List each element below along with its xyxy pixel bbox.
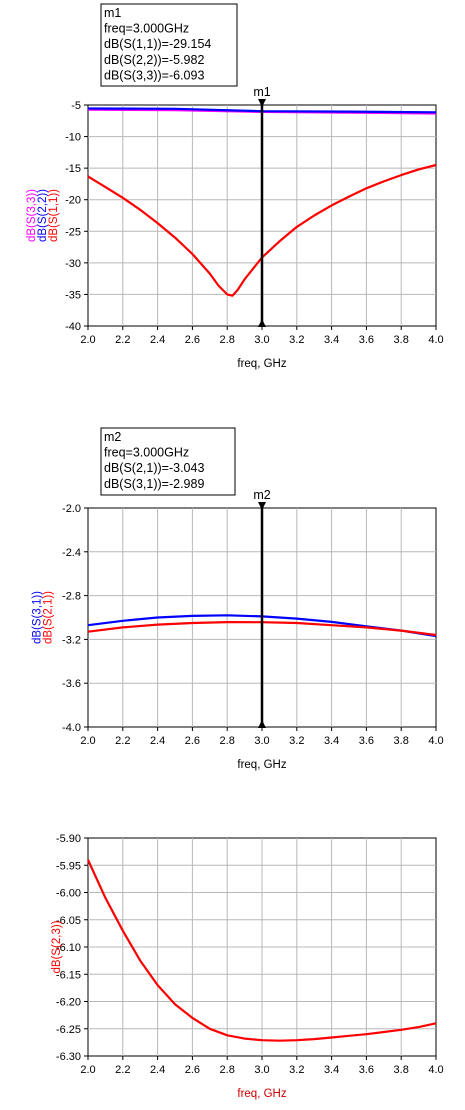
y-tick-label: -10: [65, 132, 81, 144]
y-tick-label: -15: [65, 163, 81, 175]
y-axis-label: dB(S(3,1)): [32, 591, 44, 644]
marker-readout-line: freq=3.000GHz: [104, 22, 189, 36]
marker-readout-line: m1: [104, 6, 121, 20]
x-axis-label: freq, GHz: [237, 759, 286, 771]
x-tick-label: 4.0: [428, 1064, 443, 1076]
y-tick-label: -5.95: [56, 860, 81, 872]
x-tick-label: 3.2: [289, 1064, 304, 1076]
x-tick-label: 3.0: [254, 735, 269, 747]
y-tick-label: -6.05: [56, 915, 81, 927]
marker-readout-line: m2: [104, 430, 121, 444]
y-tick-label: -6.25: [56, 1024, 81, 1036]
marker-readout-line: freq=3.000GHz: [104, 446, 189, 460]
series-line-1: [86, 859, 437, 1042]
y-tick-label: -2.0: [62, 503, 81, 515]
y-axis-label: dB(S(1,1)): [48, 189, 60, 242]
y-tick-label: -6.00: [56, 888, 81, 900]
x-tick-label: 3.8: [394, 1064, 409, 1076]
y-tick-label: -25: [65, 226, 81, 238]
x-tick-label: 2.6: [185, 735, 200, 747]
x-tick-label: 4.0: [428, 735, 443, 747]
y-tick-label: -30: [65, 258, 81, 270]
x-tick-label: 3.0: [254, 1064, 269, 1076]
y-tick-label: -2.4: [62, 547, 81, 559]
x-tick-label: 3.4: [324, 735, 339, 747]
x-axis-label: freq, GHz: [237, 1088, 286, 1100]
chart-1: 2.0 2.2 2.4 2.6 2.8 3.0 3.2 3.4 3.6 3.8 4.0 -5 -10 -1…: [26, 3, 444, 370]
x-tick-label: 2.8: [220, 334, 235, 346]
marker-readout-line: dB(S(3,1))=-2.989: [104, 477, 204, 491]
x-tick-label: 4.0: [428, 334, 443, 346]
marker-readout-box: [100, 3, 238, 87]
series-line-3: [87, 163, 437, 297]
marker-bottom-triangle: [258, 319, 266, 327]
marker-readout-line: dB(S(2,1))=-3.043: [104, 461, 204, 475]
x-tick-label: 2.0: [80, 735, 95, 747]
y-tick-label: -6.30: [56, 1051, 81, 1063]
x-tick-label: 2.8: [220, 735, 235, 747]
y-tick-label: -40: [65, 321, 81, 333]
x-tick-label: 2.4: [150, 334, 165, 346]
x-tick-label: 3.6: [359, 735, 374, 747]
y-tick-label: -6.20: [56, 997, 81, 1009]
y-tick-label: -2.8: [62, 591, 81, 603]
x-tick-label: 3.6: [359, 334, 374, 346]
marker-name: m1: [253, 85, 270, 99]
x-tick-label: 3.0: [254, 334, 269, 346]
x-tick-label: 3.8: [394, 334, 409, 346]
x-tick-label: 3.8: [394, 735, 409, 747]
y-tick-label: -3.6: [62, 678, 81, 690]
marker-top-triangle: [258, 502, 266, 510]
y-tick-label: -4.0: [62, 722, 81, 734]
y-axis-label: dB(S(2,2)): [37, 189, 49, 242]
y-tick-label: -5.90: [56, 833, 81, 845]
marker-top-triangle: [258, 99, 266, 107]
x-tick-label: 2.2: [115, 735, 130, 747]
marker-bottom-triangle: [258, 720, 266, 728]
x-tick-label: 3.2: [289, 334, 304, 346]
x-tick-label: 2.2: [115, 1064, 130, 1076]
marker-readout-line: dB(S(3,3))=-6.093: [104, 68, 204, 82]
x-tick-label: 2.4: [150, 1064, 165, 1076]
y-tick-label: -20: [65, 195, 81, 207]
chart-3: 2.0 2.2 2.4 2.6 2.8 3.0 3.2 3.4 3.6 3.8 4.0 -5.90 -5…: [51, 833, 444, 1100]
x-tick-label: 2.8: [220, 1064, 235, 1076]
y-tick-label: -6.10: [56, 942, 81, 954]
y-tick-label: -3.2: [62, 634, 81, 646]
x-tick-label: 2.0: [80, 334, 95, 346]
y-tick-label: -6.15: [56, 969, 81, 981]
y-tick-label: -5: [71, 100, 81, 112]
y-tick-label: -35: [65, 289, 81, 301]
x-tick-label: 2.4: [150, 735, 165, 747]
x-tick-label: 2.6: [185, 334, 200, 346]
x-tick-label: 2.2: [115, 334, 130, 346]
x-tick-label: 3.4: [324, 334, 339, 346]
x-tick-label: 3.2: [289, 735, 304, 747]
x-tick-label: 3.4: [324, 1064, 339, 1076]
marker-readout-box: [100, 427, 236, 496]
y-axis-label: dB(S(3,3)): [26, 189, 38, 242]
x-tick-label: 2.0: [80, 1064, 95, 1076]
marker-readout-line: dB(S(1,1))=-29.154: [104, 37, 211, 51]
x-axis-label: freq, GHz: [237, 358, 286, 370]
x-tick-label: 2.6: [185, 1064, 200, 1076]
marker-name: m2: [253, 488, 270, 502]
x-tick-label: 3.6: [359, 1064, 374, 1076]
chart-2: 2.0 2.2 2.4 2.6 2.8 3.0 3.2 3.4 3.6 3.8 4.0 -2.0 -2.…: [32, 427, 444, 771]
y-axis-label: dB(S(2,1)): [43, 591, 55, 644]
marker-readout-line: dB(S(2,2))=-5.982: [104, 53, 204, 67]
y-axis-label: dB(S(2,3)): [51, 920, 63, 973]
